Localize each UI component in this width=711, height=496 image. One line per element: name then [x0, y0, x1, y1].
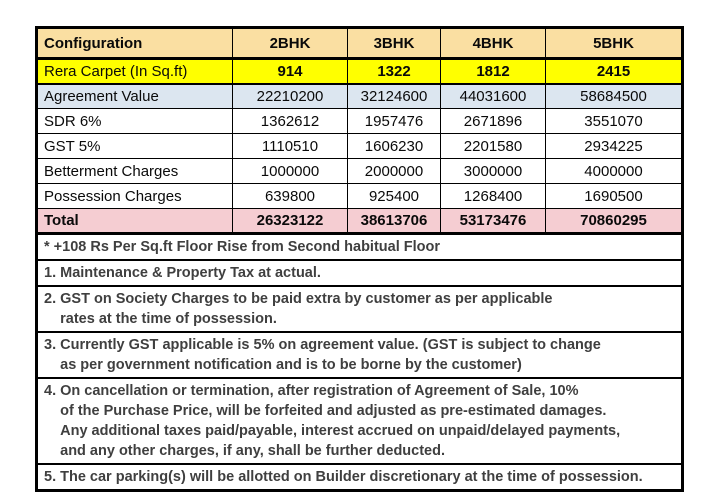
- value-cell: 2415: [545, 58, 683, 85]
- table-row-betterment-charges: Betterment Charges 1000000 2000000 30000…: [36, 158, 683, 184]
- value-cell: 2671896: [440, 108, 546, 134]
- value-cell: 1690500: [545, 183, 683, 209]
- column-header-2bhk: 2BHK: [232, 27, 348, 60]
- row-label: SDR 6%: [36, 108, 233, 134]
- total-value-cell: 26323122: [232, 208, 348, 235]
- note-row-1: 1. Maintenance & Property Tax at actual.: [35, 259, 684, 287]
- value-cell: 1606230: [347, 133, 441, 159]
- table-row-total: Total 26323122 38613706 53173476 7086029…: [36, 208, 683, 235]
- value-cell: 1268400: [440, 183, 546, 209]
- row-label: Possession Charges: [36, 183, 233, 209]
- value-cell: 925400: [347, 183, 441, 209]
- value-cell: 2201580: [440, 133, 546, 159]
- total-value-cell: 53173476: [440, 208, 546, 235]
- value-cell: 3000000: [440, 158, 546, 184]
- row-label: GST 5%: [36, 133, 233, 159]
- table-row-sdr: SDR 6% 1362612 1957476 2671896 3551070: [36, 108, 683, 134]
- value-cell: 3551070: [545, 108, 683, 134]
- row-label: Rera Carpet (In Sq.ft): [36, 58, 233, 85]
- table-row-possession-charges: Possession Charges 639800 925400 1268400…: [36, 183, 683, 209]
- footnote-text: 3. Currently GST applicable is 5% on agr…: [35, 331, 684, 379]
- value-cell: 1322: [347, 58, 441, 85]
- value-cell: 1362612: [232, 108, 348, 134]
- row-label: Agreement Value: [36, 83, 233, 109]
- value-cell: 4000000: [545, 158, 683, 184]
- value-cell: 32124600: [347, 83, 441, 109]
- footnote-text: 2. GST on Society Charges to be paid ext…: [35, 285, 684, 333]
- note-row-5: 5. The car parking(s) will be allotted o…: [35, 463, 684, 492]
- value-cell: 1110510: [232, 133, 348, 159]
- column-header-4bhk: 4BHK: [440, 27, 546, 60]
- column-header-3bhk: 3BHK: [347, 27, 441, 60]
- note-row-floor-rise: * +108 Rs Per Sq.ft Floor Rise from Seco…: [35, 232, 684, 261]
- row-label: Total: [36, 208, 233, 235]
- total-value-cell: 38613706: [347, 208, 441, 235]
- pricing-table: Configuration 2BHK 3BHK 4BHK 5BHK Rera C…: [35, 26, 684, 492]
- total-value-cell: 70860295: [545, 208, 683, 235]
- value-cell: 639800: [232, 183, 348, 209]
- value-cell: 1812: [440, 58, 546, 85]
- note-row-2: 2. GST on Society Charges to be paid ext…: [35, 285, 684, 333]
- value-cell: 58684500: [545, 83, 683, 109]
- value-cell: 914: [232, 58, 348, 85]
- table-row-agreement-value: Agreement Value 22210200 32124600 440316…: [36, 83, 683, 109]
- footnote-text: 4. On cancellation or termination, after…: [35, 377, 684, 465]
- table-row-gst: GST 5% 1110510 1606230 2201580 2934225: [36, 133, 683, 159]
- column-header-5bhk: 5BHK: [545, 27, 683, 60]
- value-cell: 1957476: [347, 108, 441, 134]
- column-header-configuration: Configuration: [36, 27, 233, 60]
- value-cell: 2934225: [545, 133, 683, 159]
- value-cell: 2000000: [347, 158, 441, 184]
- value-cell: 1000000: [232, 158, 348, 184]
- value-cell: 44031600: [440, 83, 546, 109]
- note-row-4: 4. On cancellation or termination, after…: [35, 377, 684, 465]
- footnote-text: 5. The car parking(s) will be allotted o…: [35, 463, 684, 492]
- value-cell: 22210200: [232, 83, 348, 109]
- footnote-text: * +108 Rs Per Sq.ft Floor Rise from Seco…: [35, 232, 684, 261]
- row-label: Betterment Charges: [36, 158, 233, 184]
- header-row: Configuration 2BHK 3BHK 4BHK 5BHK: [36, 27, 683, 60]
- note-row-3: 3. Currently GST applicable is 5% on agr…: [35, 331, 684, 379]
- footnote-text: 1. Maintenance & Property Tax at actual.: [35, 259, 684, 287]
- table-row-rera-carpet: Rera Carpet (In Sq.ft) 914 1322 1812 241…: [36, 58, 683, 85]
